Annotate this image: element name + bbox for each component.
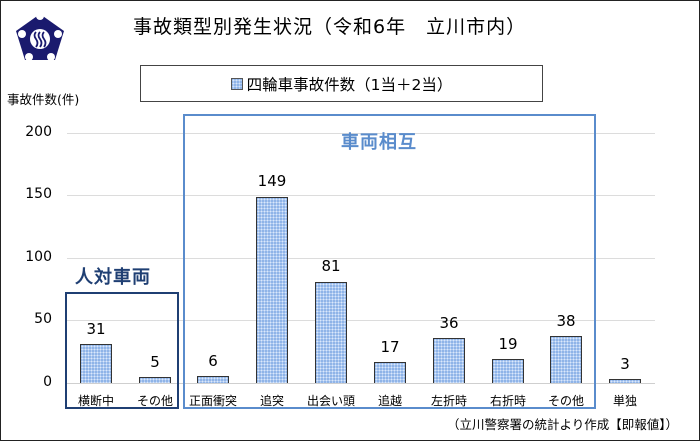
bar-value-label: 19 — [498, 335, 518, 353]
category-label: 追突 — [259, 394, 284, 408]
bar-value-label: 149 — [257, 172, 287, 190]
bar-single-vehicle — [609, 379, 641, 383]
gridline — [67, 320, 655, 321]
y-tick: 150 — [25, 186, 52, 202]
city-emblem-icon — [16, 12, 64, 61]
bar-value-label: 38 — [556, 312, 576, 330]
y-tick: 0 — [43, 374, 52, 390]
bar-value-label: 3 — [620, 355, 630, 373]
legend-swatch-icon — [230, 78, 243, 90]
legend-label: 四輪車事故件数（1当＋2当） — [246, 76, 453, 94]
bar-rear-end — [256, 197, 288, 383]
source-note: （立川警察署の統計より作成【即報値】） — [446, 417, 678, 432]
bar-vehicle-other — [550, 336, 582, 383]
category-label: 正面衝突 — [188, 394, 237, 408]
bar-value-label: 5 — [150, 353, 160, 371]
gridline — [67, 195, 655, 196]
gridline — [67, 258, 655, 259]
category-label: 横断中 — [77, 394, 114, 408]
bar-overtaking — [374, 362, 406, 383]
bar-value-label: 36 — [439, 314, 459, 332]
chart-title: 事故類型別発生状況（令和6年 立川市内） — [133, 16, 527, 38]
group-label-vehicle-vehicle: 車両相互 — [341, 132, 417, 153]
category-label: 左折時 — [430, 394, 467, 408]
category-label: 単独 — [612, 394, 637, 408]
bar-pedestrian-other — [139, 377, 171, 383]
category-label: 出会い頭 — [306, 394, 355, 408]
group-label-pedestrian-vehicle: 人対車両 — [75, 267, 151, 288]
bar-crossing — [80, 344, 112, 383]
bar-value-label: 31 — [86, 320, 106, 338]
group-box-vehicle-vehicle — [183, 114, 596, 409]
category-label: 右折時 — [489, 394, 526, 408]
y-tick: 100 — [25, 249, 52, 265]
category-label: 追越 — [377, 394, 402, 408]
bar-left-turn — [433, 338, 465, 383]
bar-right-turn — [492, 359, 524, 383]
gridline — [67, 133, 655, 134]
x-axis-line — [67, 383, 655, 384]
bar-head-on — [197, 376, 229, 383]
category-label: その他 — [136, 394, 173, 408]
y-axis-label: 事故件数(件) — [7, 92, 80, 107]
bar-value-label: 6 — [208, 352, 218, 370]
bar-value-label: 81 — [321, 257, 341, 275]
legend: 四輪車事故件数（1当＋2当） — [140, 65, 543, 102]
group-box-pedestrian-vehicle — [65, 292, 179, 409]
bar-value-label: 17 — [380, 338, 400, 356]
bar-crossing-collision — [315, 282, 347, 383]
y-tick: 200 — [25, 124, 52, 140]
category-label: その他 — [547, 394, 584, 408]
y-tick: 50 — [34, 311, 52, 327]
